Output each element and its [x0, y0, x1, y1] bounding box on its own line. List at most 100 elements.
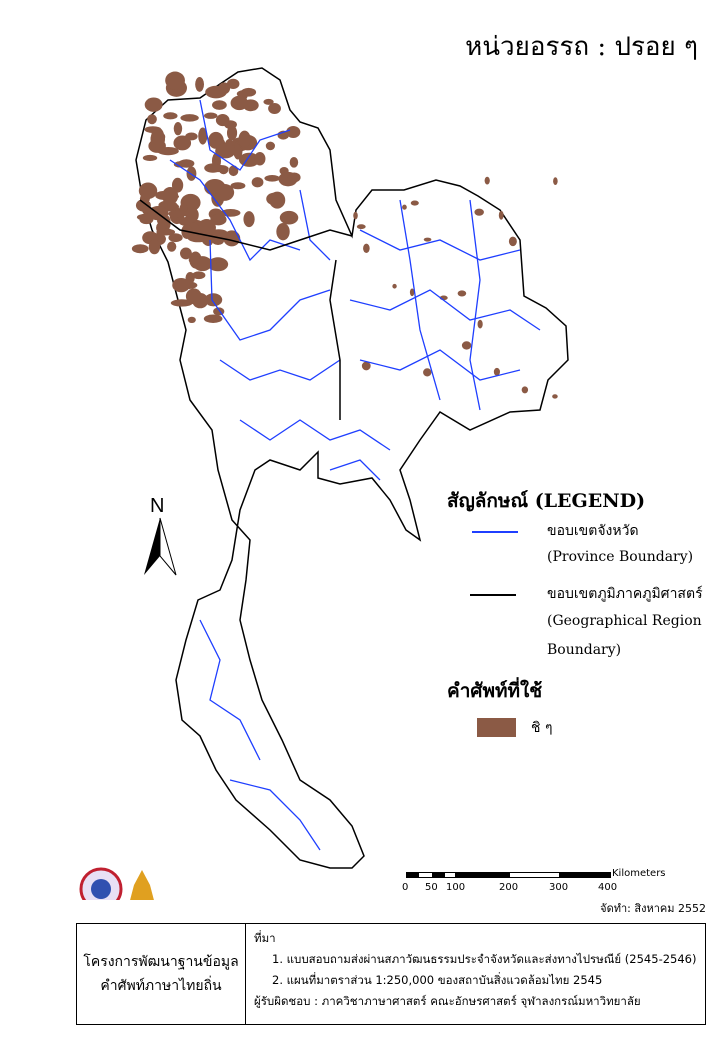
term-area — [243, 211, 255, 228]
term-area — [180, 114, 199, 122]
term-area — [220, 209, 241, 217]
country-outline — [135, 67, 569, 869]
source-2: 2. แผนที่มาตราส่วน 1:250,000 ของสถาบันสิ… — [272, 973, 603, 987]
term-area — [392, 283, 397, 289]
term-area — [192, 271, 206, 280]
term-area — [131, 244, 149, 254]
footer-table: โครงการพัฒนาฐานข้อมูล คำศัพท์ภาษาไทยถิ่น… — [76, 923, 706, 1025]
term-area — [203, 314, 223, 324]
scale-tick: 50 — [425, 882, 438, 893]
term-area — [172, 277, 191, 293]
term-area — [204, 293, 223, 307]
term-area — [226, 125, 238, 141]
term-area — [223, 230, 241, 247]
term-area — [208, 164, 229, 173]
north-arrow: N — [144, 495, 177, 576]
term-area — [498, 210, 504, 220]
chulalongkorn-logo — [130, 870, 154, 900]
scale-unit: Kilometers — [612, 868, 666, 879]
scale-tick: 300 — [549, 882, 569, 893]
term-area — [409, 288, 415, 297]
term-area — [230, 95, 249, 111]
term-area — [173, 135, 192, 151]
term-area — [251, 177, 264, 188]
source-1: 1. แบบสอบถามส่งผ่านสภาวัฒนธรรมประจำจังหว… — [272, 952, 697, 966]
map-title: หน่วยอรรถ : ปรอย ๆ — [465, 32, 698, 62]
creation-date: จัดทำ: สิงหาคม 2552 — [600, 902, 706, 915]
term-area — [204, 112, 218, 119]
region-boundaries — [139, 199, 353, 420]
scale-tick: 400 — [598, 882, 618, 893]
term-area — [142, 154, 158, 161]
term-area — [148, 239, 161, 255]
term-area — [188, 256, 201, 265]
term-area — [197, 219, 216, 237]
term-area — [212, 100, 227, 110]
term-area — [156, 222, 166, 234]
term-area — [144, 97, 163, 112]
term-area — [276, 223, 290, 241]
north-arrow-icon — [144, 518, 160, 575]
term-area — [286, 126, 301, 138]
term-area — [210, 214, 225, 222]
term-area — [198, 127, 208, 145]
term-area — [457, 290, 467, 297]
region-boundary-swatch — [470, 594, 516, 596]
term-area — [353, 211, 358, 220]
term-area — [138, 182, 158, 199]
term-area — [474, 208, 484, 216]
term-area — [163, 112, 178, 120]
term-area — [402, 204, 407, 210]
term-area — [552, 394, 558, 399]
term-area — [215, 143, 236, 159]
term-area — [268, 103, 281, 115]
term-area — [265, 141, 275, 151]
term-area — [168, 210, 188, 218]
legend-province-th: ขอบเขตจังหวัด — [547, 523, 639, 539]
term-area — [269, 191, 286, 209]
term-area — [165, 71, 185, 90]
term-swatch — [477, 718, 516, 737]
project-name-line1: โครงการพัฒนาฐานข้อมูล — [83, 954, 239, 970]
term-area — [477, 319, 483, 329]
term-area — [147, 114, 157, 125]
term-area — [508, 236, 517, 247]
term-area — [228, 165, 239, 177]
scale-bar — [406, 872, 611, 878]
term-area — [461, 341, 472, 350]
term-area — [185, 207, 199, 223]
term-area — [180, 247, 192, 260]
responsible-party: ผู้รับผิดชอบ : ภาควิชาภาษาศาสตร์ คณะอักษ… — [254, 994, 641, 1008]
source-heading: ที่มา — [254, 931, 276, 945]
term-area — [155, 190, 171, 200]
term-area — [173, 122, 183, 136]
province-boundaries — [169, 99, 541, 851]
scale-tick: 200 — [499, 882, 519, 893]
term-area — [208, 131, 224, 149]
legend-heading: สัญลักษณ์ (LEGEND) — [447, 490, 646, 512]
term-area — [410, 200, 419, 206]
term-area — [144, 126, 162, 133]
term-area — [238, 130, 251, 148]
term-area — [279, 210, 299, 225]
legend-region-en: (Geographical Region — [547, 613, 702, 629]
term-area — [226, 78, 240, 90]
term-area — [203, 236, 214, 247]
term-area — [178, 159, 195, 168]
term-area — [423, 368, 432, 377]
thailand-map: N — [79, 67, 611, 900]
term-area — [484, 176, 490, 185]
term-area — [521, 386, 529, 394]
term-area — [185, 288, 202, 305]
term-area — [168, 233, 183, 243]
term-area — [289, 156, 299, 168]
term-area — [254, 151, 266, 166]
north-label: N — [150, 495, 164, 517]
term-area — [167, 241, 177, 252]
term-area — [195, 76, 205, 92]
term-area — [423, 237, 432, 242]
scale-tick: 0 — [402, 882, 409, 893]
term-area — [205, 85, 227, 99]
term-area — [553, 177, 558, 186]
